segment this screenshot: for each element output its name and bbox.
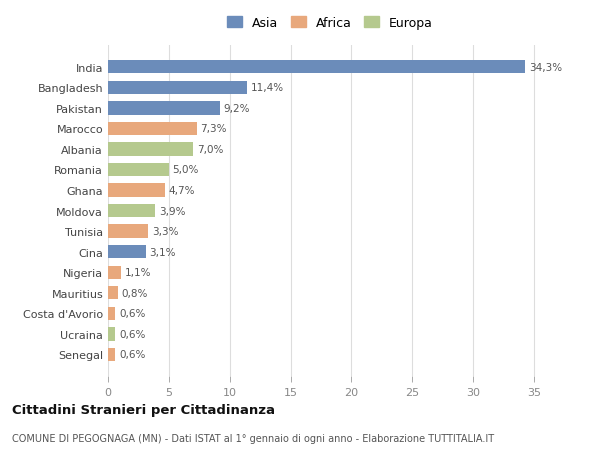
Text: 0,6%: 0,6%: [119, 350, 145, 360]
Text: 3,9%: 3,9%: [159, 206, 185, 216]
Text: 34,3%: 34,3%: [529, 62, 562, 73]
Text: 7,3%: 7,3%: [200, 124, 227, 134]
Text: 3,1%: 3,1%: [149, 247, 176, 257]
Text: 3,3%: 3,3%: [152, 227, 178, 237]
Text: 1,1%: 1,1%: [125, 268, 152, 278]
Bar: [108, 102, 220, 115]
Bar: [108, 266, 121, 280]
Text: 4,7%: 4,7%: [169, 185, 196, 196]
Bar: [108, 348, 115, 361]
Bar: [108, 246, 146, 259]
Text: 9,2%: 9,2%: [224, 104, 250, 113]
Text: 7,0%: 7,0%: [197, 145, 223, 155]
Bar: [108, 225, 148, 238]
Text: 0,6%: 0,6%: [119, 329, 145, 339]
Text: 0,6%: 0,6%: [119, 309, 145, 319]
Bar: [108, 163, 169, 177]
Bar: [108, 123, 197, 136]
Text: 5,0%: 5,0%: [172, 165, 199, 175]
Bar: [108, 81, 247, 95]
Bar: [108, 204, 155, 218]
Bar: [108, 143, 193, 156]
Legend: Asia, Africa, Europa: Asia, Africa, Europa: [223, 13, 437, 34]
Bar: [108, 286, 118, 300]
Text: Cittadini Stranieri per Cittadinanza: Cittadini Stranieri per Cittadinanza: [12, 403, 275, 416]
Bar: [108, 307, 115, 320]
Text: 11,4%: 11,4%: [250, 83, 283, 93]
Text: COMUNE DI PEGOGNAGA (MN) - Dati ISTAT al 1° gennaio di ogni anno - Elaborazione : COMUNE DI PEGOGNAGA (MN) - Dati ISTAT al…: [12, 433, 494, 442]
Bar: [108, 61, 526, 74]
Bar: [108, 328, 115, 341]
Bar: [108, 184, 165, 197]
Text: 0,8%: 0,8%: [121, 288, 148, 298]
